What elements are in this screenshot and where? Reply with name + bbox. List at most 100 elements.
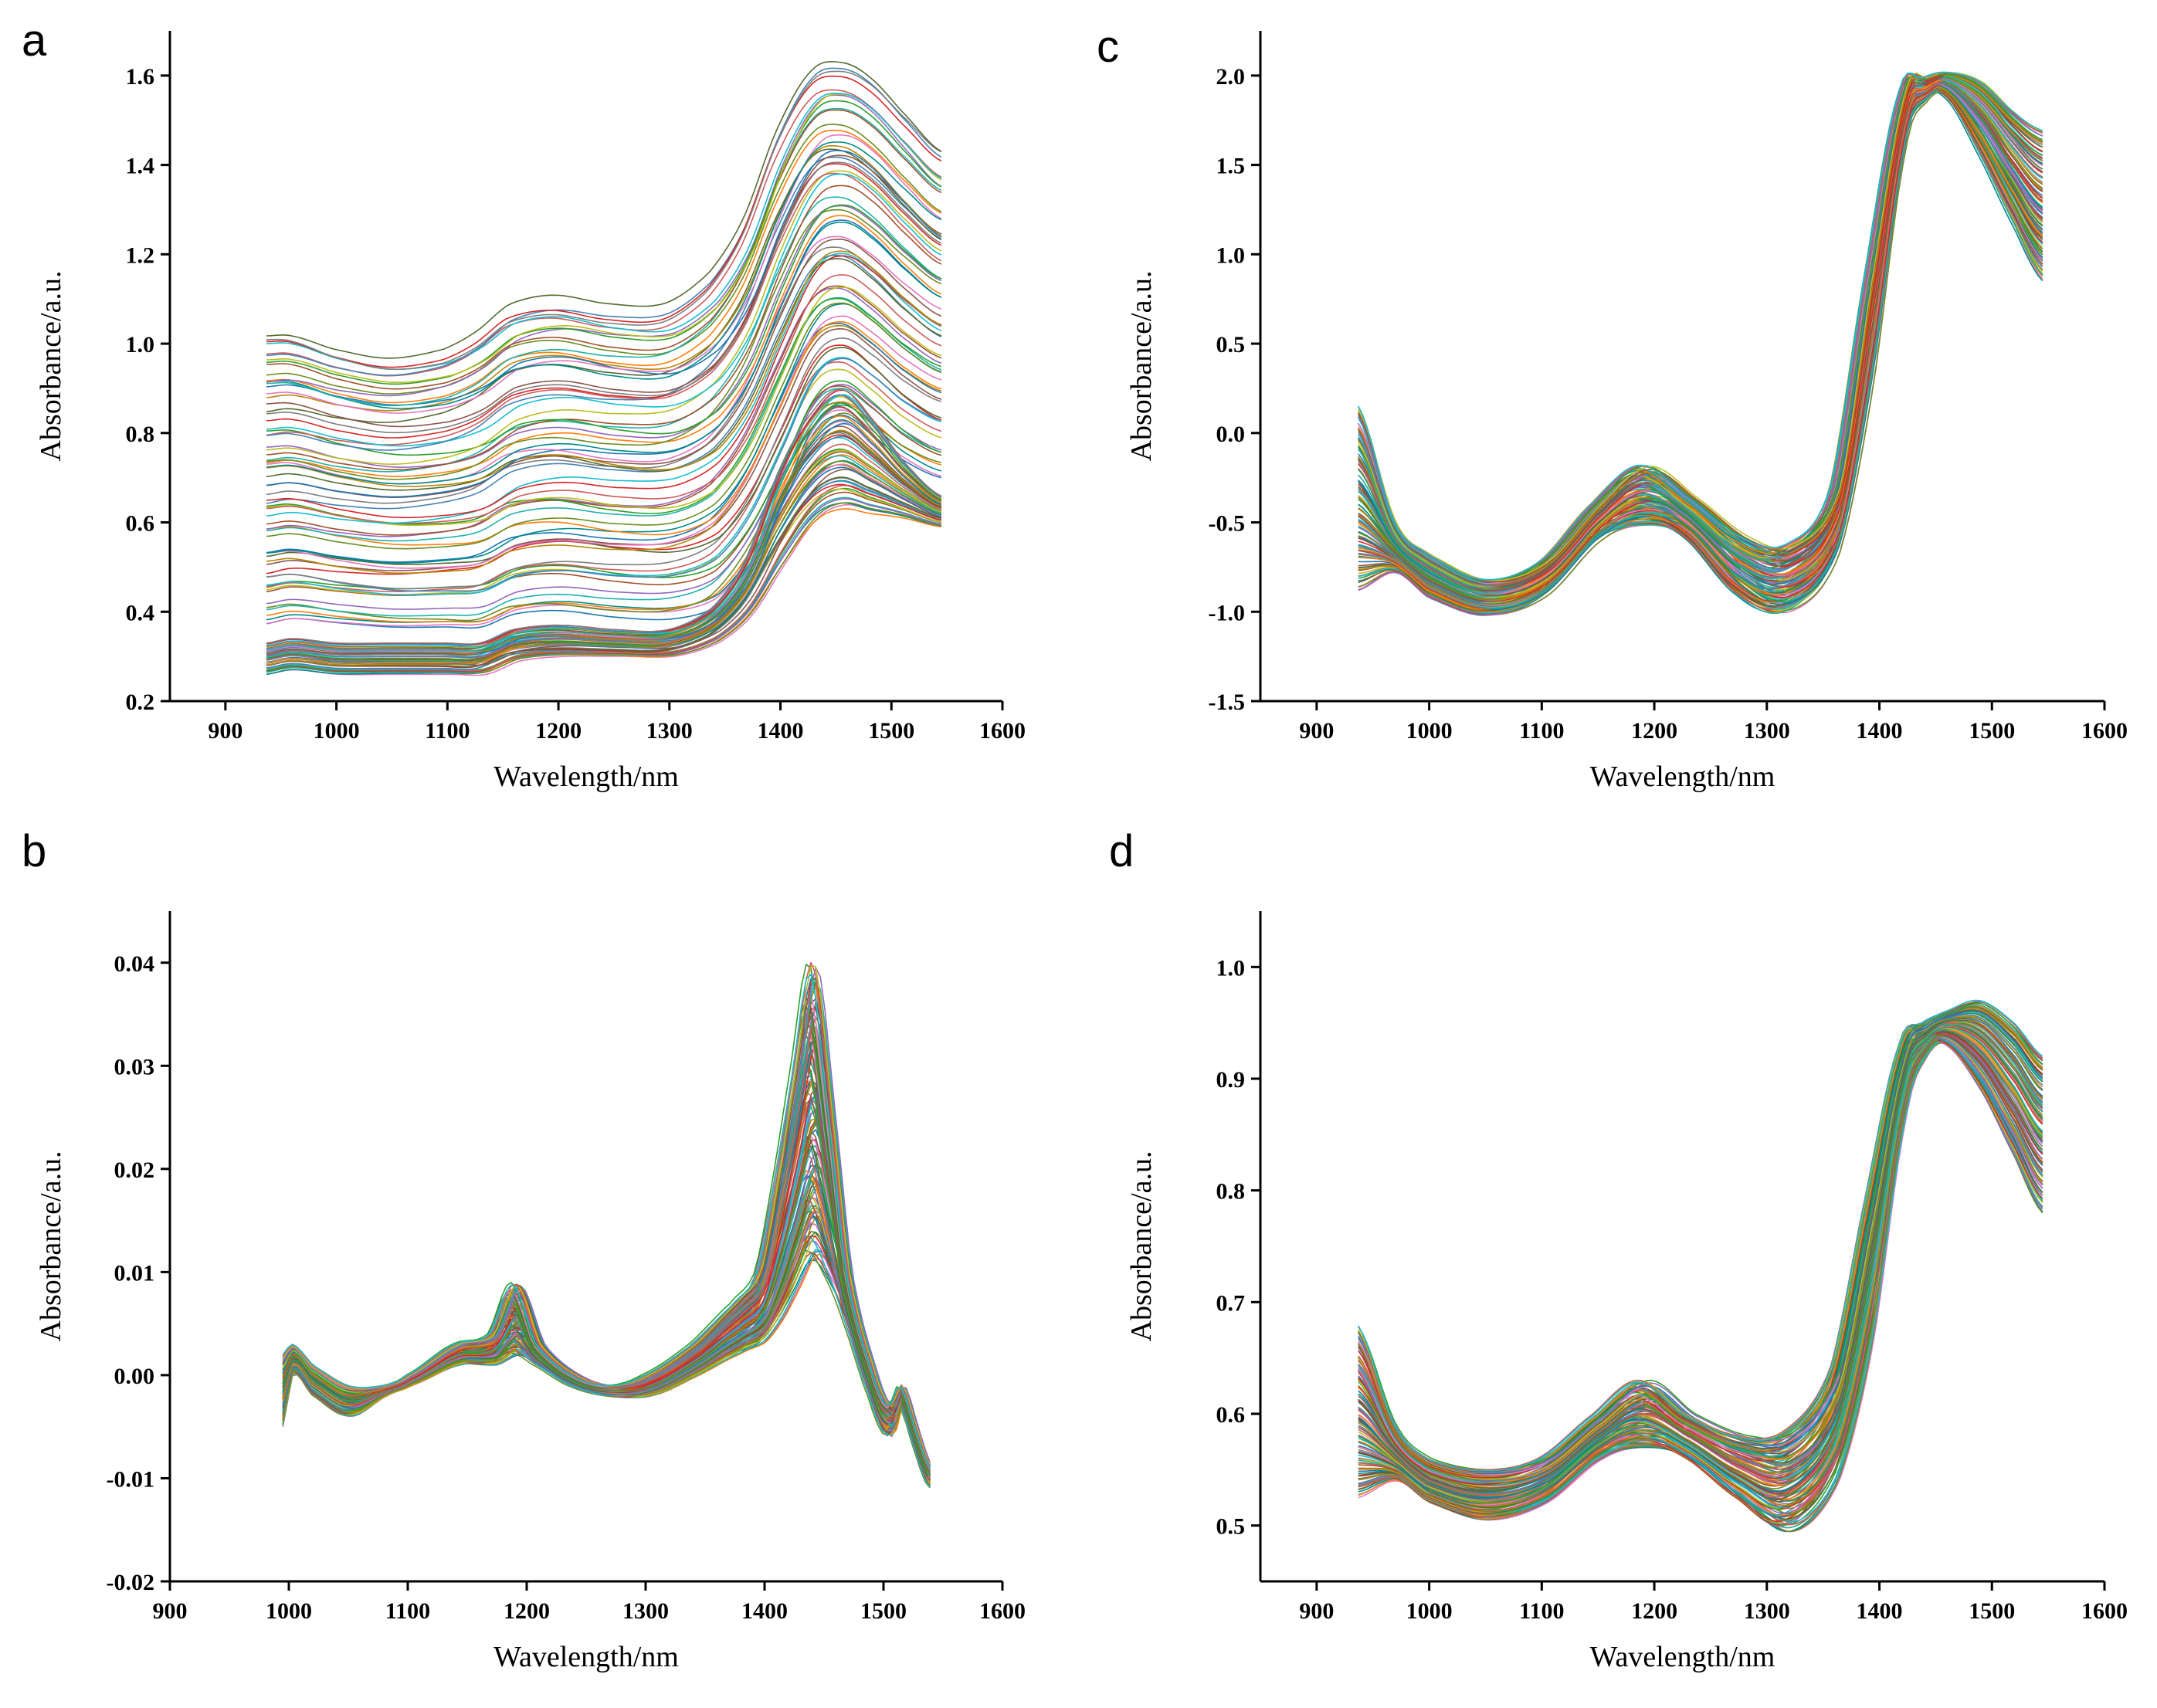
panel-c-spectrum-line — [1358, 73, 2043, 581]
panel-d-spectrum-line — [1358, 999, 2043, 1471]
panel-a-spectrum-line — [266, 389, 942, 646]
panel-d-spectrum-line — [1358, 1025, 2043, 1487]
y-tick-label: -0.5 — [1209, 511, 1246, 537]
panel-a-spectrum-line — [266, 170, 942, 465]
panel-d-spectrum-line — [1358, 1009, 2043, 1477]
panel-d-spectrum-line — [1358, 1004, 2043, 1472]
panel-c-letter: c — [1097, 22, 1119, 72]
panel-a-spectrum-line — [266, 347, 942, 565]
panel-a: a 900 1000 1100 1200 1300 1400 1500 1600 0.2 0.4 0… — [22, 15, 1026, 793]
panel-c-spectrum-line — [1358, 71, 2043, 581]
y-tick-label: 0.03 — [114, 1054, 155, 1079]
panel-d-spectrum-line — [1358, 1020, 2043, 1486]
panel-d-spectrum-line — [1358, 1018, 2043, 1482]
y-axis-title: Absorbance/a.u. — [1125, 1151, 1158, 1342]
panel-b: b 900 1000 1100 1200 1300 1400 1500 1600 -0.02 -0… — [22, 826, 1026, 1673]
panel-a-spectrum-line — [266, 503, 942, 676]
y-axis-title: Absorbance/a.u. — [35, 1151, 67, 1342]
panel-a-spectrum-line — [266, 357, 942, 596]
x-tick-label: 1100 — [385, 1598, 430, 1624]
panel-a-spectrum-line — [266, 144, 942, 412]
y-tick-label: 0.5 — [1216, 1514, 1246, 1540]
y-tick-label: 1.0 — [1216, 242, 1246, 268]
y-tick-label: 0.6 — [1216, 1402, 1246, 1428]
x-tick-label: 1400 — [1857, 1598, 1903, 1624]
x-tick-label: 1600 — [2081, 718, 2128, 744]
panel-d-spectrum-line — [1358, 1015, 2043, 1483]
panel-d-spectrum-line — [1358, 1038, 2043, 1518]
panel-a-spectrum-line — [266, 302, 942, 550]
x-axis-title: Wavelength/nm — [1590, 761, 1775, 793]
panel-d-spectrum-line — [1358, 1012, 2043, 1478]
y-tick-label: 0.8 — [126, 422, 155, 447]
panel-a-spectrum-line — [266, 315, 942, 569]
panel-d-spectrum-line — [1358, 1022, 2043, 1486]
x-tick-label: 900 — [1299, 1598, 1334, 1624]
panel-b-spectrum-line — [282, 1235, 931, 1486]
y-tick-label: 1.0 — [1216, 955, 1246, 981]
panel-d-spectrum-line — [1358, 999, 2043, 1472]
x-tick-label: 1000 — [266, 1598, 312, 1624]
y-tick-label: 0.00 — [114, 1364, 155, 1389]
panel-d-spectrum-line — [1358, 1012, 2043, 1481]
panel-a-spectrum-line — [266, 124, 942, 395]
y-tick-label: -1.5 — [1209, 690, 1246, 715]
y-tick-label: -0.02 — [107, 1570, 155, 1595]
panel-a-spectrum-line — [266, 258, 942, 491]
x-tick-label: 1600 — [2081, 1598, 2128, 1624]
panel-a-spectrum-line — [266, 496, 942, 674]
panel-d-spectrum-line — [1358, 1018, 2043, 1484]
panel-a-spectrum-line — [266, 219, 942, 498]
x-tick-label: 900 — [1299, 718, 1334, 744]
panel-a-spectrum-line — [266, 476, 942, 668]
panel-a-spectrum-line — [266, 420, 942, 653]
x-tick-label: 1600 — [979, 1598, 1026, 1624]
panel-d-letter: d — [1109, 826, 1134, 876]
panel-a-spectrum-line — [266, 388, 942, 645]
x-tick-label: 1200 — [504, 1598, 550, 1624]
y-tick-label: 0.4 — [126, 600, 155, 625]
panel-a-spectrum-line — [266, 361, 942, 592]
panel-d-spectrum-line — [1358, 1012, 2043, 1480]
panel-a-spectrum-line — [266, 321, 942, 546]
panel-a-spectrum-line — [266, 337, 942, 590]
x-tick-label: 900 — [208, 718, 242, 744]
panel-a-spectrum-line — [266, 173, 942, 447]
y-tick-label: 0.8 — [1216, 1179, 1246, 1205]
panel-a-spectrum-line — [266, 100, 942, 385]
panel-d-spectrum-line — [1358, 1018, 2043, 1486]
panel-a-spectrum-line — [266, 324, 942, 574]
x-tick-label: 900 — [153, 1598, 188, 1624]
panel-d-spectrum-line — [1358, 1025, 2043, 1490]
x-tick-label: 1600 — [979, 718, 1026, 744]
y-tick-label: 2.0 — [1216, 64, 1246, 90]
x-tick-label: 1100 — [425, 718, 470, 744]
panel-d-spectrum-line — [1358, 1012, 2043, 1482]
x-tick-label: 1500 — [1969, 1598, 2015, 1624]
panel-d-spectrum-line — [1358, 1018, 2043, 1482]
panel-b-spectrum-line — [282, 1257, 931, 1485]
panel-b-spectrum-line — [282, 1240, 931, 1486]
panel-d-plot: 900 1000 1100 1200 1300 1400 1500 1600 0.5 0.6 0.7… — [1125, 911, 2128, 1673]
panel-a-spectrum-line — [266, 61, 942, 359]
panel-a-letter: a — [22, 15, 47, 66]
y-tick-label: 0.0 — [1216, 422, 1246, 447]
panel-a-spectrum-line — [266, 274, 942, 524]
panel-a-spectrum-line — [266, 141, 942, 409]
x-tick-label: 1500 — [860, 1598, 907, 1624]
panel-a-spectrum-line — [266, 185, 942, 471]
y-tick-label: 1.0 — [126, 332, 155, 358]
y-tick-label: 0.02 — [114, 1157, 155, 1183]
panel-d-spectrum-line — [1358, 1024, 2043, 1489]
x-tick-label: 1300 — [1744, 1598, 1790, 1624]
panel-d-spectrum-line — [1358, 1020, 2043, 1484]
panel-d-spectrum-line — [1358, 1008, 2043, 1477]
panel-d-spectrum-line — [1358, 1010, 2043, 1473]
y-tick-label: 1.2 — [126, 242, 155, 268]
panel-a-spectrum-line — [266, 130, 942, 404]
panel-a-spectrum-line — [266, 246, 942, 504]
y-tick-label: 1.5 — [1216, 154, 1246, 179]
panel-d-spectrum-line — [1358, 1019, 2043, 1484]
panel-a-spectrum-line — [266, 107, 942, 407]
